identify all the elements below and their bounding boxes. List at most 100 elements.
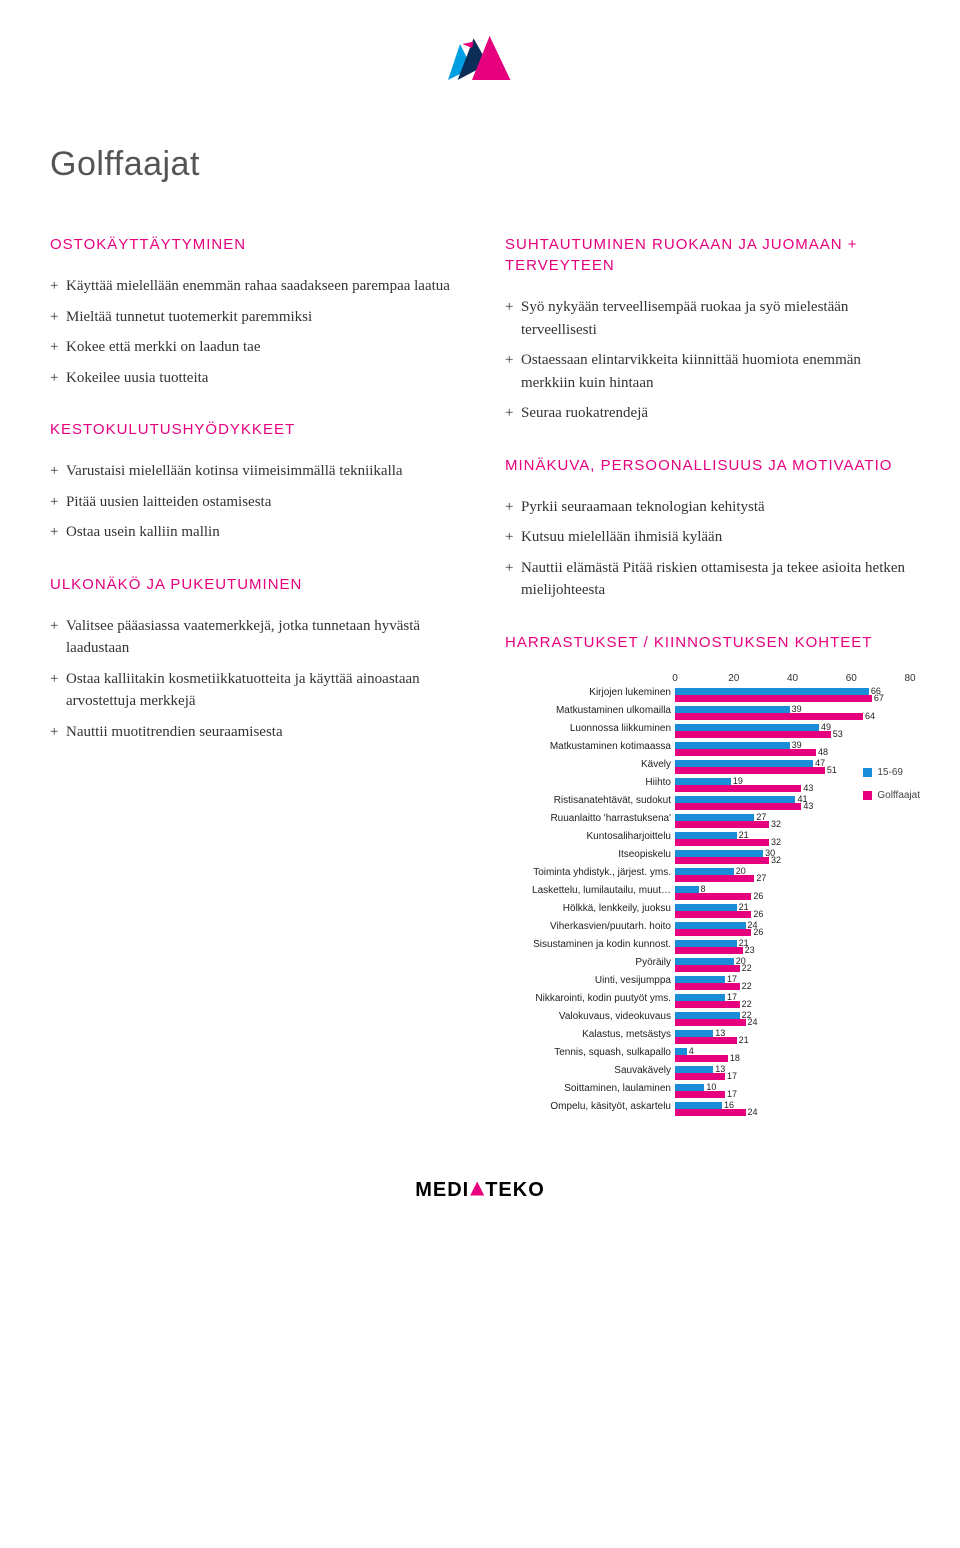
value-label-b: 27 <box>756 873 766 883</box>
bar-series-b <box>675 1055 728 1062</box>
list-item: Pyrkii seuraamaan teknologian kehitystä <box>505 496 910 519</box>
row-label: Sisustaminen ja kodin kunnost. <box>505 939 675 950</box>
chart-row: Pyöräily2022 <box>505 957 910 975</box>
bar-series-b <box>675 785 801 792</box>
bar-series-b <box>675 1019 746 1026</box>
bar-series-a <box>675 904 737 911</box>
bar-series-a <box>675 706 790 713</box>
bar-series-b <box>675 821 769 828</box>
value-label-b: 22 <box>742 981 752 991</box>
value-label-b: 18 <box>730 1053 740 1063</box>
list-item: Kokee että merkki on laadun tae <box>50 336 455 359</box>
bar-series-a <box>675 1102 722 1109</box>
list-item: Valitsee pääasiassa vaatemerkkejä, jotka… <box>50 615 455 660</box>
chart-rows: Kirjojen lukeminen6667Matkustaminen ulko… <box>505 687 910 1119</box>
bar-series-a <box>675 976 725 983</box>
value-label-b: 64 <box>865 711 875 721</box>
value-label-b: 22 <box>742 999 752 1009</box>
bar-series-a <box>675 940 737 947</box>
row-label: Luonnossa liikkuminen <box>505 723 675 734</box>
value-label-b: 26 <box>753 927 763 937</box>
brand-logo-top <box>50 30 910 95</box>
footer-brand-text: MEDITEKO <box>415 1179 545 1201</box>
list-item: Kokeilee uusia tuotteita <box>50 367 455 390</box>
bullet-list: Käyttää mielellään enemmän rahaa saadaks… <box>50 275 455 389</box>
row-label: Kalastus, metsästys <box>505 1029 675 1040</box>
triangle-icon <box>470 1182 484 1196</box>
bullet-list: Varustaisi mielellään kotinsa viimeisimm… <box>50 460 455 544</box>
bar-series-b <box>675 857 769 864</box>
axis-tick: 60 <box>846 673 857 684</box>
chart-axis: 020406080 <box>505 673 910 687</box>
chart-legend: 15-69 Golffaajat <box>863 767 920 813</box>
value-label-b: 26 <box>753 909 763 919</box>
bar-series-a <box>675 886 699 893</box>
row-label: Uinti, vesijumppa <box>505 975 675 986</box>
bar-series-a <box>675 760 813 767</box>
section-heading: MINÄKUVA, PERSOONALLISUUS JA MOTIVAATIO <box>505 455 910 476</box>
chart-row: Hölkkä, lenkkeily, juoksu2126 <box>505 903 910 921</box>
chart-row: Sisustaminen ja kodin kunnost.2123 <box>505 939 910 957</box>
bullet-list: Pyrkii seuraamaan teknologian kehitystäK… <box>505 496 910 602</box>
footer-brand: MEDITEKO <box>50 1179 910 1202</box>
chart-row: Kirjojen lukeminen6667 <box>505 687 910 705</box>
hobbies-bar-chart: 020406080Kirjojen lukeminen6667Matkustam… <box>505 673 910 1119</box>
value-label-b: 53 <box>833 729 843 739</box>
row-label: Kirjojen lukeminen <box>505 687 675 698</box>
value-label-b: 22 <box>742 963 752 973</box>
list-item: Syö nykyään terveellisempää ruokaa ja sy… <box>505 296 910 341</box>
bar-series-b <box>675 1001 740 1008</box>
axis-tick: 80 <box>904 673 915 684</box>
axis-tick: 20 <box>728 673 739 684</box>
value-label-b: 26 <box>753 891 763 901</box>
row-label: Tennis, squash, sulkapallo <box>505 1047 675 1058</box>
chart-row: Tennis, squash, sulkapallo418 <box>505 1047 910 1065</box>
value-label-b: 17 <box>727 1089 737 1099</box>
row-label: Hiihto <box>505 777 675 788</box>
value-label-b: 43 <box>803 783 813 793</box>
list-item: Nauttii elämästä Pitää riskien ottamises… <box>505 557 910 602</box>
row-label: Toiminta yhdistyk., järjest. yms. <box>505 867 675 878</box>
bar-series-b <box>675 839 769 846</box>
bar-series-a <box>675 994 725 1001</box>
row-label: Kävely <box>505 759 675 770</box>
bar-series-a <box>675 868 734 875</box>
chart-row: Kävely4751 <box>505 759 910 777</box>
chart-row: Viherkasvien/puutarh. hoito2426 <box>505 921 910 939</box>
chart-row: Nikkarointi, kodin puutyöt yms.1722 <box>505 993 910 1011</box>
value-label-b: 23 <box>745 945 755 955</box>
chart-row: Laskettelu, lumilautailu, muut…826 <box>505 885 910 903</box>
section-heading: OSTOKÄYTTÄYTYMINEN <box>50 234 455 255</box>
bar-series-a <box>675 1048 687 1055</box>
bar-series-a <box>675 832 737 839</box>
list-item: Ostaessaan elintarvikkeita kiinnittää hu… <box>505 349 910 394</box>
bullet-list: Valitsee pääasiassa vaatemerkkejä, jotka… <box>50 615 455 744</box>
legend-item: 15-69 <box>863 767 920 778</box>
value-label-b: 32 <box>771 855 781 865</box>
row-label: Ruuanlaitto 'harrastuksena' <box>505 813 675 824</box>
section-heading: HARRASTUKSET / KIINNOSTUKSEN KOHTEET <box>505 632 910 653</box>
chart-row: Ruuanlaitto 'harrastuksena'2732 <box>505 813 910 831</box>
bar-series-b <box>675 713 863 720</box>
section-heading: SUHTAUTUMINEN RUOKAAN JA JUOMAAN + TERVE… <box>505 234 910 276</box>
left-column: OSTOKÄYTTÄYTYMINEN Käyttää mielellään ene… <box>50 234 455 1119</box>
bar-series-a <box>675 850 763 857</box>
bar-series-b <box>675 911 751 918</box>
legend-item: Golffaajat <box>863 790 920 801</box>
row-label: Soittaminen, laulaminen <box>505 1083 675 1094</box>
row-label: Matkustaminen kotimaassa <box>505 741 675 752</box>
list-item: Varustaisi mielellään kotinsa viimeisimm… <box>50 460 455 483</box>
bar-series-b <box>675 965 740 972</box>
value-label-b: 17 <box>727 1071 737 1081</box>
bar-series-b <box>675 1073 725 1080</box>
bar-series-a <box>675 688 869 695</box>
chart-row: Itseopiskelu3032 <box>505 849 910 867</box>
chart-row: Toiminta yhdistyk., järjest. yms.2027 <box>505 867 910 885</box>
bar-series-a <box>675 814 754 821</box>
chart-row: Kuntosaliharjoittelu2132 <box>505 831 910 849</box>
bar-series-b <box>675 803 801 810</box>
content-columns: OSTOKÄYTTÄYTYMINEN Käyttää mielellään ene… <box>50 234 910 1119</box>
row-label: Valokuvaus, videokuvaus <box>505 1011 675 1022</box>
value-label-b: 32 <box>771 819 781 829</box>
list-item: Pitää uusien laitteiden ostamisesta <box>50 491 455 514</box>
